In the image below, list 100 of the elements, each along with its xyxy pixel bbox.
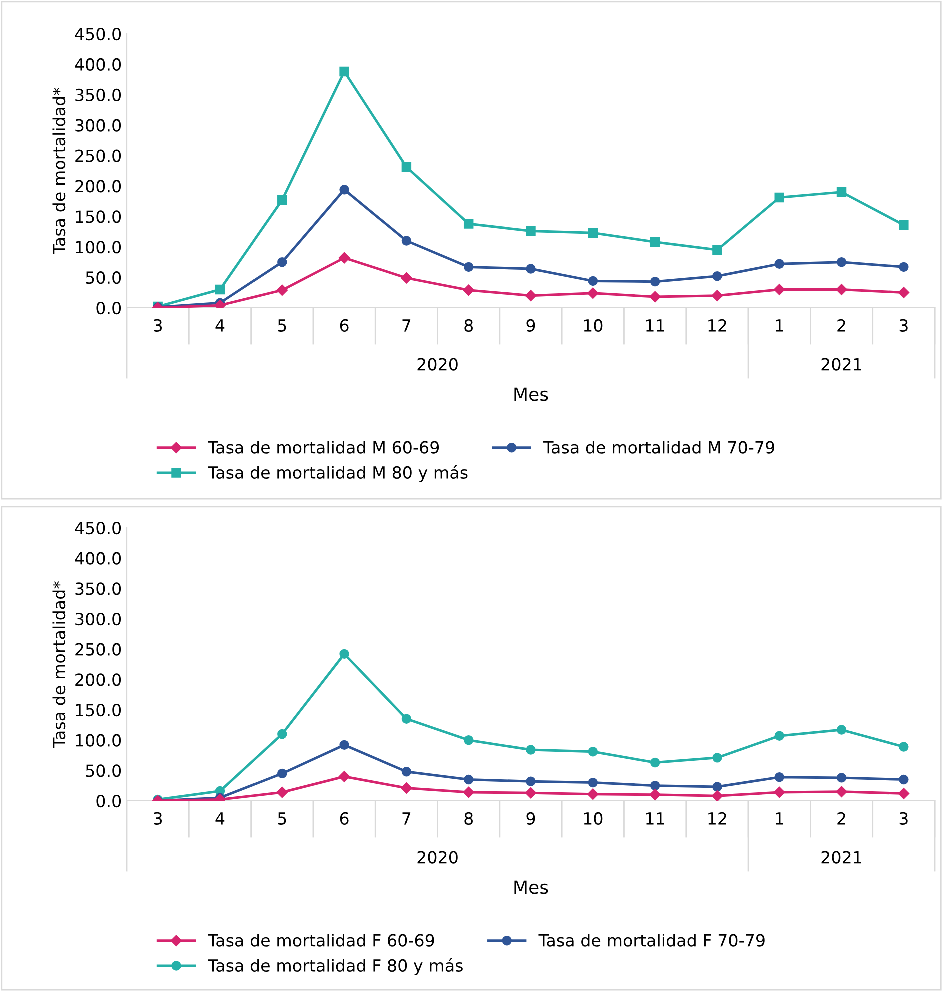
x-tick-label: 4 <box>216 812 225 825</box>
point <box>278 257 288 268</box>
point <box>340 740 350 750</box>
point <box>899 220 909 230</box>
point <box>650 780 660 791</box>
point <box>774 259 784 270</box>
point <box>588 288 599 299</box>
x-tick-label: 11 <box>646 320 664 332</box>
text: 2020 <box>418 851 458 864</box>
point <box>402 714 412 724</box>
x-tick-label: 4 <box>216 320 225 332</box>
point <box>712 782 722 792</box>
point <box>898 788 910 800</box>
point <box>464 774 474 785</box>
point <box>215 284 226 295</box>
point <box>526 226 536 236</box>
point <box>774 284 786 296</box>
y-tick-label: 300.0 <box>76 612 122 626</box>
y-tick-label: 50.0 <box>86 272 122 284</box>
x-tick-label: 5 <box>278 812 286 826</box>
point <box>276 786 288 798</box>
point <box>712 271 722 282</box>
y-axis-title: Tasa de mortalidad* <box>52 582 66 748</box>
point <box>712 245 722 256</box>
y-tick-label: 150.0 <box>76 210 122 224</box>
point <box>836 773 847 783</box>
point <box>525 290 537 302</box>
point <box>401 272 412 284</box>
x-tick-label: 9 <box>526 812 536 826</box>
x-tick-label: 5 <box>278 320 286 332</box>
text: 2021 <box>822 358 862 371</box>
point <box>526 264 536 274</box>
point <box>899 742 909 752</box>
point <box>650 789 661 801</box>
point <box>588 228 598 238</box>
x-tick-label: 1 <box>776 812 784 825</box>
x-tick-label: 3 <box>154 319 162 332</box>
text: 2020 <box>418 358 458 371</box>
point <box>402 236 412 246</box>
point <box>401 782 412 794</box>
legend-label: Tasa de mortalidad F 80 y más <box>208 958 463 976</box>
point <box>898 287 910 298</box>
point <box>650 237 660 248</box>
x-tick-label: 12 <box>708 319 726 332</box>
point <box>463 284 474 296</box>
point <box>526 776 536 786</box>
y-tick-label: 0.0 <box>96 302 122 315</box>
y-tick-label: 450.0 <box>75 28 122 41</box>
point <box>650 276 660 287</box>
x-tick-label: 2 <box>838 812 846 825</box>
point <box>278 768 288 779</box>
point <box>899 774 909 785</box>
x-axis-title: Mes <box>514 880 548 894</box>
point <box>402 767 412 777</box>
y-tick-label: 250.0 <box>76 150 122 162</box>
point <box>774 786 786 798</box>
point <box>650 291 661 303</box>
x-tick-label: 3 <box>900 812 908 826</box>
x-tick-label: 11 <box>646 812 664 825</box>
x-axis-title: Mes <box>514 388 548 402</box>
x-tick-label: 3 <box>154 812 162 826</box>
point <box>774 731 784 741</box>
y-tick-label: 0.0 <box>96 794 122 808</box>
y-tick-label: 100.0 <box>76 241 122 254</box>
x-tick-label: 12 <box>708 812 726 825</box>
point <box>464 262 474 272</box>
point <box>276 284 288 296</box>
point <box>278 195 288 206</box>
point <box>338 252 350 264</box>
y-tick-label: 400.0 <box>75 58 122 72</box>
y-tick-label: 200.0 <box>76 180 122 193</box>
y-tick-label: 450.0 <box>75 522 122 535</box>
y-tick-label: 250.0 <box>76 643 122 656</box>
x-tick-label: 6 <box>340 812 349 826</box>
point <box>464 219 474 229</box>
point <box>340 649 350 660</box>
point <box>836 725 847 735</box>
point <box>712 790 724 801</box>
x-tick-label: 10 <box>584 812 603 826</box>
point <box>712 753 722 763</box>
x-tick-label: 9 <box>526 319 536 332</box>
x-tick-label: 8 <box>464 319 474 332</box>
x-tick-label: 7 <box>402 320 411 332</box>
point <box>278 729 288 740</box>
point <box>650 758 660 768</box>
x-tick-label: 8 <box>464 812 474 826</box>
y-tick-label: 150.0 <box>76 704 122 717</box>
point <box>463 786 474 798</box>
point <box>774 192 784 203</box>
y-tick-label: 100.0 <box>76 734 122 747</box>
point <box>588 276 598 286</box>
y-tick-label: 50.0 <box>86 764 122 778</box>
point <box>836 187 847 198</box>
point <box>588 788 599 800</box>
point <box>402 162 412 172</box>
point <box>340 185 350 195</box>
x-tick-label: 2 <box>838 319 846 332</box>
y-tick-label: 400.0 <box>75 552 122 565</box>
point <box>774 772 784 782</box>
point <box>525 788 537 799</box>
